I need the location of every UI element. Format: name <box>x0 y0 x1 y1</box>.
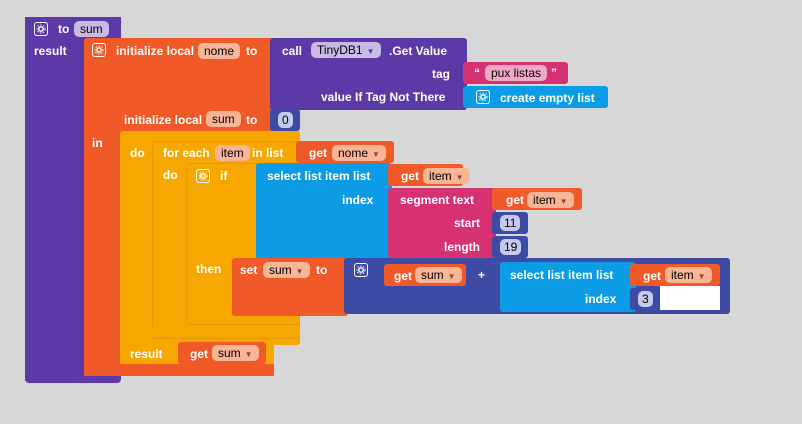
tag-text-field[interactable]: pux listas <box>485 65 548 81</box>
add-sum-dropdown[interactable]: sum ▼ <box>415 267 462 283</box>
result-var-dropdown[interactable]: sum ▼ <box>212 345 259 361</box>
start-number-field[interactable]: 11 <box>500 215 521 231</box>
empty-list-gear-icon[interactable] <box>476 90 490 104</box>
do-label: do <box>130 146 145 160</box>
tinydb-method-label: .Get Value <box>389 44 448 58</box>
get-nome-var: nome <box>338 146 369 160</box>
number-zero-field[interactable]: 0 <box>278 112 293 128</box>
set-to-label: to <box>316 263 328 277</box>
start-label: start <box>454 216 481 230</box>
inner-select-list-item-block[interactable] <box>500 262 636 312</box>
create-empty-list-label: create empty list <box>500 91 595 105</box>
then-label: then <box>196 262 222 276</box>
set-var-dropdown[interactable]: sum ▼ <box>263 262 310 278</box>
procedure-to-label: to <box>58 22 70 36</box>
segment-text-block[interactable] <box>388 188 496 258</box>
inner-get-label: get <box>643 269 661 283</box>
tag-close-quote: ” <box>551 66 557 80</box>
in-label: in <box>92 136 103 150</box>
foreach-do-label: do <box>163 168 178 182</box>
select-list-item-block[interactable] <box>256 163 392 259</box>
segment-get-label: get <box>506 193 524 207</box>
procedure-gear-icon[interactable] <box>34 22 48 36</box>
chevron-down-icon: ▼ <box>697 272 706 281</box>
add-sum-var: sum <box>421 268 444 282</box>
result-get-label: get <box>190 347 208 361</box>
tag-open-quote: “ <box>474 66 480 80</box>
chevron-down-icon: ▼ <box>447 272 456 281</box>
tinydb-component-name: TinyDB1 <box>317 43 363 57</box>
inner-select-label: select list item list <box>510 268 614 282</box>
segment-item-dropdown[interactable]: item ▼ <box>527 192 574 208</box>
select-index-label: index <box>342 193 374 207</box>
segment-item-var: item <box>533 193 556 207</box>
foreach-inlist-label: in list <box>252 146 284 160</box>
tinydb-component-dropdown[interactable]: TinyDB1 ▼ <box>311 42 381 58</box>
tinydb-default-label: value If Tag Not There <box>321 90 446 104</box>
init-nome-gear-icon[interactable] <box>92 43 106 57</box>
select-list-label: select list item list <box>267 169 371 183</box>
init-sum-to-label: to <box>246 113 258 127</box>
init-nome-label: initialize local <box>116 44 195 58</box>
init-nome-var-field[interactable]: nome <box>198 43 241 59</box>
addition-gear-icon[interactable] <box>354 263 368 277</box>
if-gear-icon[interactable] <box>196 169 210 183</box>
chevron-down-icon: ▼ <box>366 47 375 56</box>
get-item-label: get <box>401 169 419 183</box>
init-nome-to-label: to <box>246 44 258 58</box>
create-empty-list-block[interactable] <box>463 86 608 108</box>
foreach-var-field[interactable]: item <box>215 145 250 161</box>
get-nome-label: get <box>309 146 327 160</box>
set-label: set <box>240 263 258 277</box>
if-label: if <box>220 169 228 183</box>
set-var-name: sum <box>269 263 292 277</box>
plus-operator: + <box>478 268 486 282</box>
inner-select-white-pad <box>660 286 720 310</box>
segment-label: segment text <box>400 193 475 207</box>
chevron-down-icon: ▼ <box>559 197 568 206</box>
result-var-name: sum <box>218 346 241 360</box>
tinydb-call-label: call <box>282 44 303 58</box>
chevron-down-icon: ▼ <box>372 150 380 159</box>
init-sum-var-field[interactable]: sum <box>206 111 241 127</box>
inner-item-var: item <box>671 268 694 282</box>
init-nome-bottom-bar <box>84 364 274 376</box>
inner-item-dropdown[interactable]: item ▼ <box>665 267 712 283</box>
procedure-result-label: result <box>34 44 67 58</box>
get-nome-dropdown[interactable]: nome ▼ <box>332 145 386 161</box>
if-bottom-bar <box>152 327 300 337</box>
inner-index-label: index <box>585 292 617 306</box>
init-sum-label: initialize local <box>124 113 203 127</box>
index-number-field[interactable]: 3 <box>638 291 653 307</box>
chevron-down-icon: ▼ <box>455 173 464 182</box>
length-label: length <box>444 240 480 254</box>
add-get-label: get <box>394 269 412 283</box>
chevron-down-icon: ▼ <box>295 267 304 276</box>
chevron-down-icon: ▼ <box>244 350 253 359</box>
get-item-var: item <box>429 169 452 183</box>
foreach-label: for each <box>163 146 210 160</box>
procedure-name-field[interactable]: sum <box>74 21 109 37</box>
length-number-field[interactable]: 19 <box>500 239 522 255</box>
get-item-dropdown[interactable]: item ▼ <box>423 168 470 184</box>
tinydb-tag-label: tag <box>432 67 450 81</box>
result-label: result <box>130 347 163 361</box>
